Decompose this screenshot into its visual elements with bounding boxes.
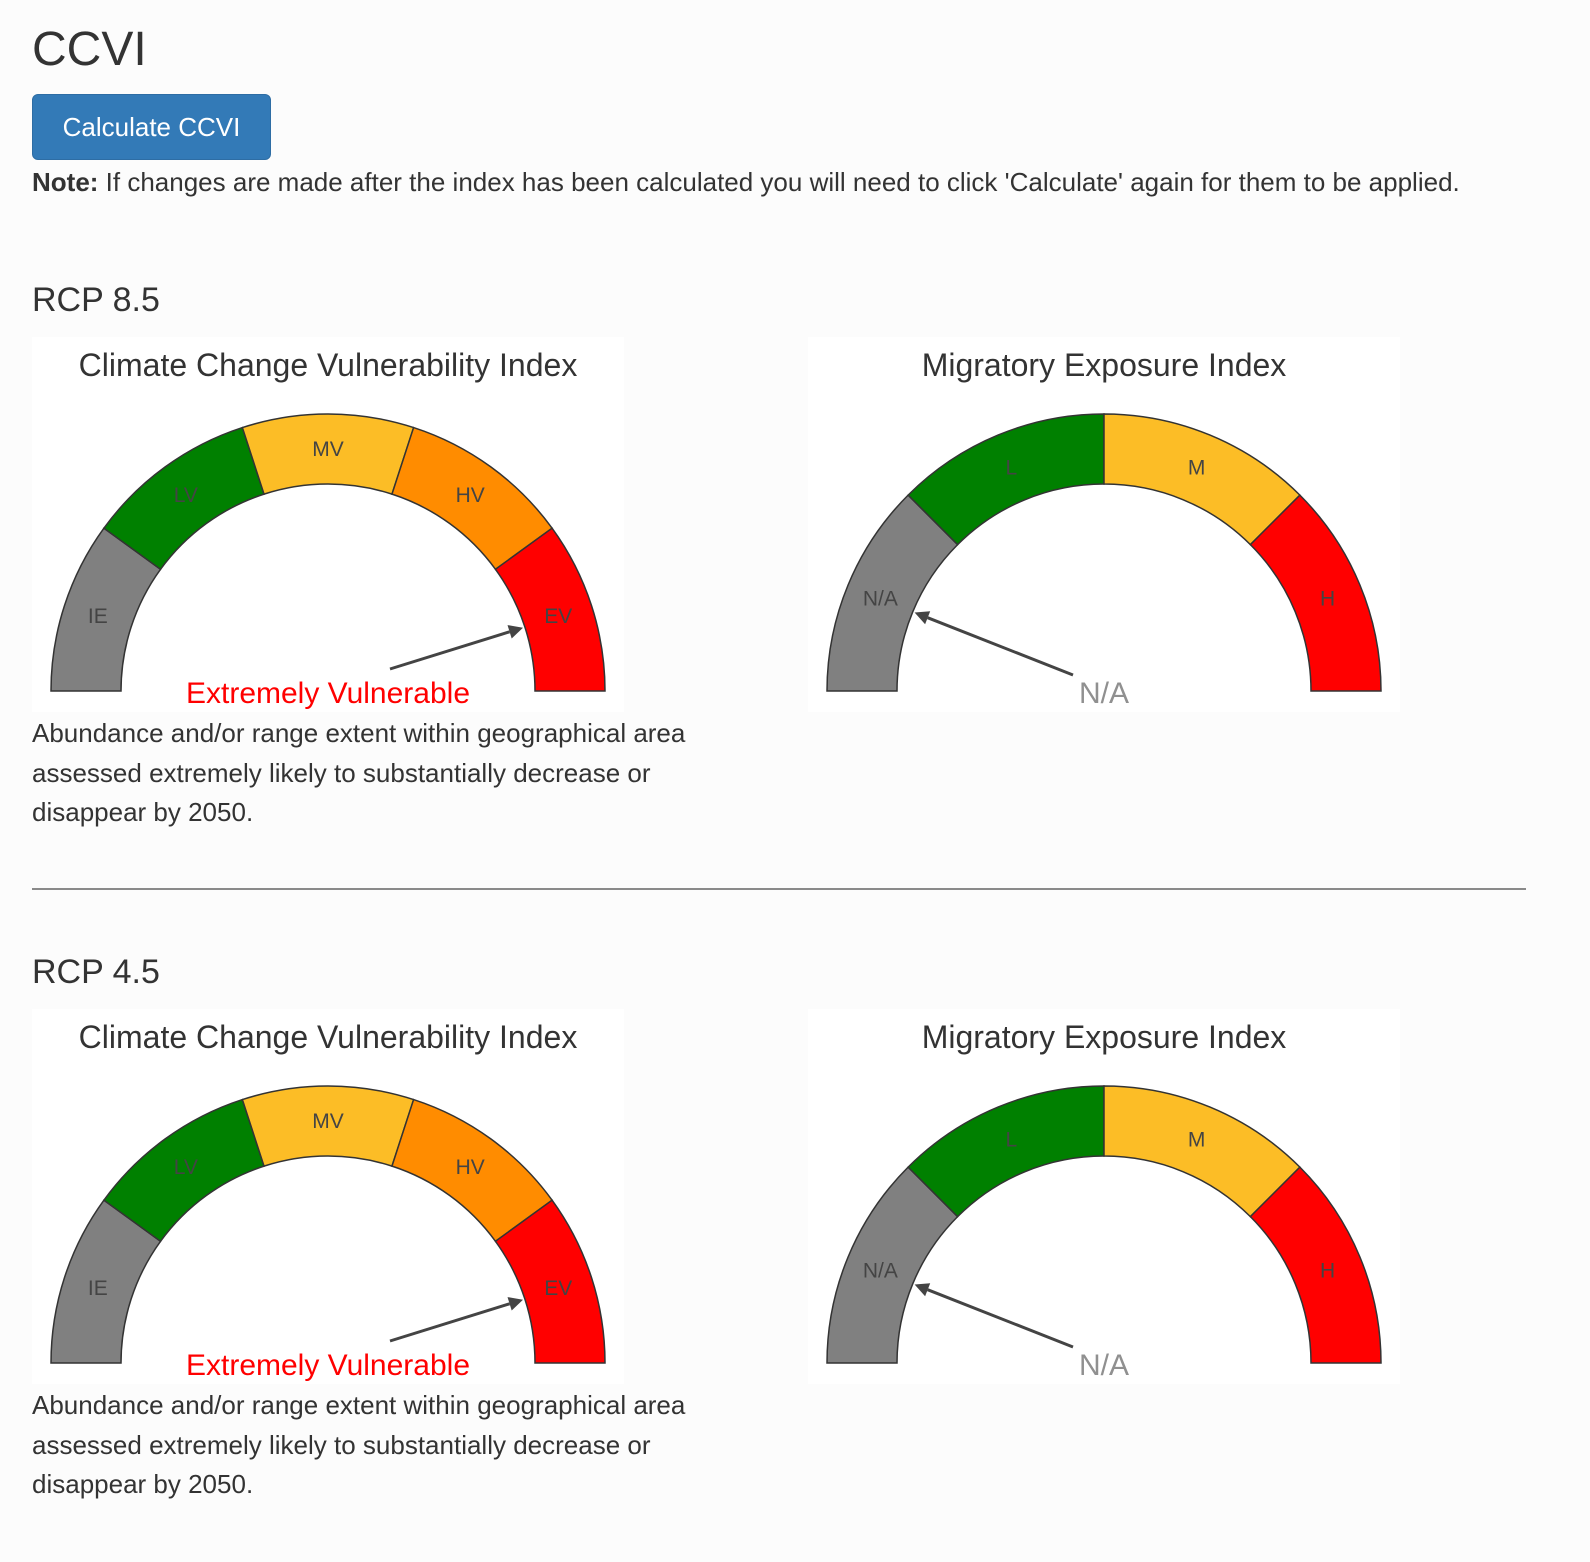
gauge-band-label-l: L [1006, 1128, 1018, 1151]
ccvi-description-rcp85: Abundance and/or range extent within geo… [32, 718, 686, 827]
gauge-title: Migratory Exposure Index [922, 1019, 1287, 1055]
mei-gauge-chart: Migratory Exposure Index N/A L M H N/A [826, 347, 1382, 710]
gauge-needle-arrowhead [507, 625, 523, 639]
gauge-band-ev [494, 1199, 606, 1364]
gauge-band-label-lv: LV [174, 484, 198, 507]
gauge-band-label-ie: IE [88, 605, 108, 628]
section-title-rcp45: RCP 4.5 [32, 953, 160, 991]
gauge-needle-line [389, 1302, 511, 1343]
gauge-band-ev [494, 527, 606, 692]
gauge-band-h [1249, 1166, 1382, 1364]
gauge-needle-line [389, 630, 511, 671]
section-divider [32, 888, 1526, 890]
gauge-title: Climate Change Vulnerability Index [79, 347, 578, 383]
mei-gauge-rcp85: Migratory Exposure Index N/A L M H N/A [808, 337, 1400, 712]
page-title: CCVI [32, 23, 147, 76]
gauge-band-label-ie: IE [88, 1277, 108, 1300]
gauge-band-label-n-a: N/A [863, 1259, 898, 1282]
gauge-band-h [1249, 494, 1382, 692]
gauge-band-label-hv: HV [456, 1156, 485, 1179]
calculate-ccvi-button[interactable]: Calculate CCVI [32, 94, 271, 160]
mei-gauge-chart: Migratory Exposure Index N/A L M H N/A [826, 1019, 1382, 1382]
section-title-rcp85: RCP 8.5 [32, 281, 160, 319]
gauge-band-label-ev: EV [544, 1277, 572, 1300]
ccvi-description-rcp45: Abundance and/or range extent within geo… [32, 1390, 686, 1499]
gauge-title: Climate Change Vulnerability Index [79, 1019, 578, 1055]
gauge-band-label-l: L [1006, 456, 1018, 479]
gauge-needle-line [927, 1288, 1074, 1349]
note-text: If changes are made after the index has … [105, 167, 1460, 197]
gauge-band-label-hv: HV [456, 484, 485, 507]
calculate-note: Note: If changes are made after the inde… [32, 162, 1482, 202]
gauge-needle-line [927, 616, 1074, 677]
gauge-value-label: Extremely Vulnerable [186, 677, 470, 710]
note-label: Note: [32, 167, 99, 197]
gauge-needle-arrowhead [507, 1297, 523, 1311]
ccvi-gauge-rcp85: Climate Change Vulnerability Index IE LV M… [32, 337, 624, 712]
gauge-band-label-mv: MV [312, 438, 344, 461]
gauge-value-label: Extremely Vulnerable [186, 1349, 470, 1382]
gauge-band-label-mv: MV [312, 1110, 344, 1133]
gauge-band-label-h: H [1320, 587, 1335, 610]
gauge-band-label-n-a: N/A [863, 587, 898, 610]
gauge-title: Migratory Exposure Index [922, 347, 1287, 383]
mei-gauge-rcp45: Migratory Exposure Index N/A L M H N/A [808, 1009, 1400, 1384]
gauge-band-label-m: M [1188, 1128, 1206, 1151]
gauge-band-label-lv: LV [174, 1156, 198, 1179]
gauge-needle-arrowhead [914, 611, 931, 625]
gauge-band-label-m: M [1188, 456, 1206, 479]
ccvi-gauge-chart: Climate Change Vulnerability Index IE LV M… [50, 1019, 606, 1382]
gauge-band-label-h: H [1320, 1259, 1335, 1282]
ccvi-gauge-rcp45: Climate Change Vulnerability Index IE LV M… [32, 1009, 624, 1384]
gauge-needle-arrowhead [914, 1283, 931, 1297]
gauge-band-label-ev: EV [544, 605, 572, 628]
gauge-value-label: N/A [1079, 677, 1129, 710]
gauge-value-label: N/A [1079, 1349, 1129, 1382]
ccvi-gauge-chart: Climate Change Vulnerability Index IE LV M… [50, 347, 606, 710]
